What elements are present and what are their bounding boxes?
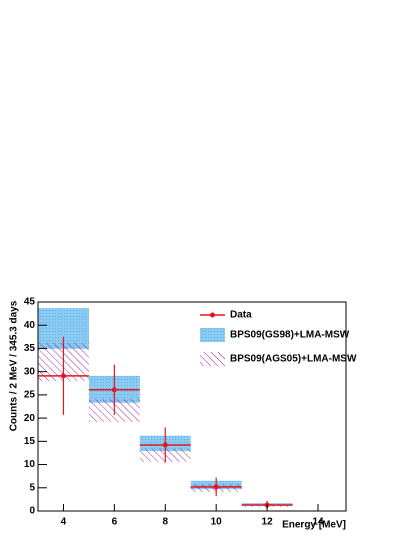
y-tick-label: 40 (24, 320, 36, 331)
legend-label: BPS09(GS98)+LMA-MSW (230, 330, 350, 341)
y-tick-label: 5 (29, 482, 35, 493)
x-tick-label: 6 (112, 517, 118, 528)
y-tick-label: 15 (24, 436, 36, 447)
y-tick-label: 0 (29, 506, 35, 517)
legend-label: Data (230, 310, 252, 321)
y-tick-label: 10 (24, 459, 36, 470)
x-tick-label: 14 (312, 517, 324, 528)
y-axis-label: Counts / 2 MeV / 345.3 days (9, 300, 20, 431)
plot-frame (37, 301, 347, 512)
y-tick-label: 30 (24, 366, 36, 377)
legend-label: BPS09(AGS05)+LMA-MSW (230, 354, 357, 365)
data-point (111, 387, 117, 393)
legend-swatch (200, 328, 225, 342)
y-tick-label: 35 (24, 343, 36, 354)
data-point (213, 484, 219, 490)
x-tick-label: 10 (211, 517, 223, 528)
x-tick-label: 12 (262, 517, 274, 528)
y-tick-label: 25 (24, 390, 36, 401)
y-tick-label: 45 (24, 297, 36, 308)
data-point (162, 442, 168, 448)
legend-swatch (200, 352, 225, 366)
y-tick-label: 20 (24, 413, 36, 424)
x-axis-label: Energy [MeV] (282, 520, 346, 531)
x-tick-label: 4 (61, 517, 67, 528)
x-tick-label: 8 (162, 517, 168, 528)
data-point (60, 373, 66, 379)
legend-marker (210, 312, 215, 318)
